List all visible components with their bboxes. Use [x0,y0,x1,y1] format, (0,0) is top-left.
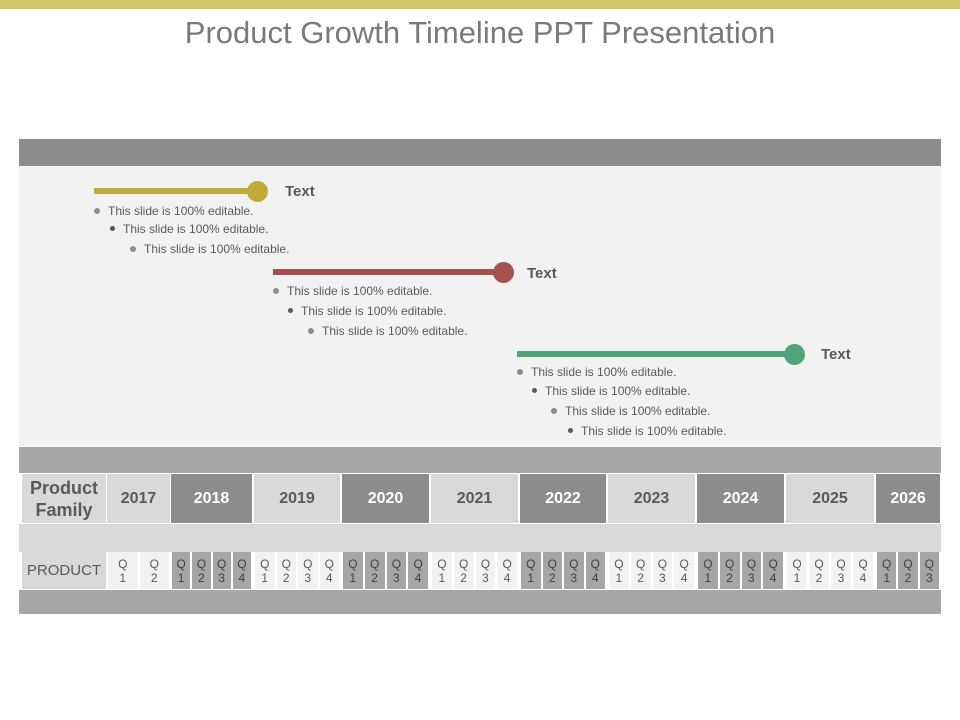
quarter-cell: Q 4 [497,552,517,589]
year-2021: 2021 [431,474,518,523]
quarter-cell: Q 3 [564,552,584,589]
milestone-3-bar [517,351,789,357]
quarter-cell: Q 2 [453,552,474,589]
quarter-cell: Q 4 [674,552,694,589]
milestone-2-bullet-1: This slide is 100% editable. [273,284,432,298]
divider-band [19,447,941,473]
quarter-cell: Q 4 [853,552,873,589]
product-row-label: PRODUCT [22,552,106,589]
year-2024: 2024 [697,474,784,523]
slide-title: Product Growth Timeline PPT Presentation [184,15,776,50]
quarter-cell: Q 2 [898,552,918,589]
quarter-cell: Q 2 [719,552,740,589]
milestone-3-bullet-1: This slide is 100% editable. [517,365,676,379]
milestone-3-dot [784,344,805,365]
year-2019: 2019 [254,474,340,523]
header-band [19,139,941,166]
quarter-cell: Q 4 [232,552,251,589]
quarter-cell: Q 3 [652,552,673,589]
year-2020: 2020 [342,474,429,523]
spacer-band [19,524,941,552]
quarter-cell: Q 4 [319,552,339,589]
milestone-3-bullet-4: This slide is 100% editable. [568,424,726,438]
quarter-cell: Q 2 [139,552,169,589]
milestone-1-bullet-3: This slide is 100% editable. [130,242,289,256]
quarter-cell: Q 3 [386,552,407,589]
year-2023: 2023 [608,474,695,523]
quarter-cell: Q 1 [432,552,452,589]
year-2026: 2026 [876,474,940,523]
quarter-cell: Q 2 [364,552,385,589]
quarter-cell: Q 3 [212,552,231,589]
quarter-cell: Q 1 [609,552,629,589]
quarter-cell: Q 3 [831,552,851,589]
milestone-1-label: Text [285,183,315,200]
milestone-area [19,166,941,446]
quarter-cell: Q 1 [172,552,191,589]
milestone-2-bullet-2: This slide is 100% editable. [288,304,446,318]
milestone-3-label: Text [821,346,851,363]
milestone-1-bar [94,188,254,194]
quarter-cell: Q 3 [741,552,762,589]
quarter-cell: Q 1 [255,552,275,589]
year-2022: 2022 [520,474,606,523]
quarter-cell: Q 4 [763,552,783,589]
milestone-2-bullet-3: This slide is 100% editable. [308,324,467,338]
quarter-cell: Q 2 [809,552,829,589]
milestone-2-label: Text [527,265,557,282]
quarter-cell: Q 2 [630,552,651,589]
year-2025: 2025 [786,474,874,523]
quarter-cell: Q 4 [585,552,605,589]
quarter-cell: Q 1 [343,552,363,589]
milestone-2-dot [493,262,514,283]
quarter-cell: Q 2 [276,552,296,589]
quarter-cell: Q 3 [475,552,496,589]
footer-band [19,590,941,614]
year-2018: 2018 [171,474,252,523]
quarter-cell: Q 1 [108,552,138,589]
product-family-header: Product Family [22,474,106,523]
quarter-cell: Q 1 [698,552,718,589]
quarter-cell: Q 1 [787,552,807,589]
quarter-cell: Q 2 [542,552,562,589]
quarter-cell: Q 4 [408,552,428,589]
milestone-1-bullet-2: This slide is 100% editable. [110,222,268,236]
milestone-1-dot [247,181,268,202]
year-2017: 2017 [107,474,170,523]
top-accent-bar [0,0,960,9]
milestone-1-bullet-1: This slide is 100% editable. [94,204,253,218]
milestone-3-bullet-2: This slide is 100% editable. [532,384,690,398]
quarter-cell: Q 3 [919,552,939,589]
quarter-cell: Q 3 [298,552,318,589]
milestone-2-bar [273,269,499,275]
quarter-cell: Q 1 [521,552,541,589]
quarter-cell: Q 2 [192,552,211,589]
milestone-3-bullet-3: This slide is 100% editable. [551,404,710,418]
quarter-cell: Q 1 [877,552,897,589]
